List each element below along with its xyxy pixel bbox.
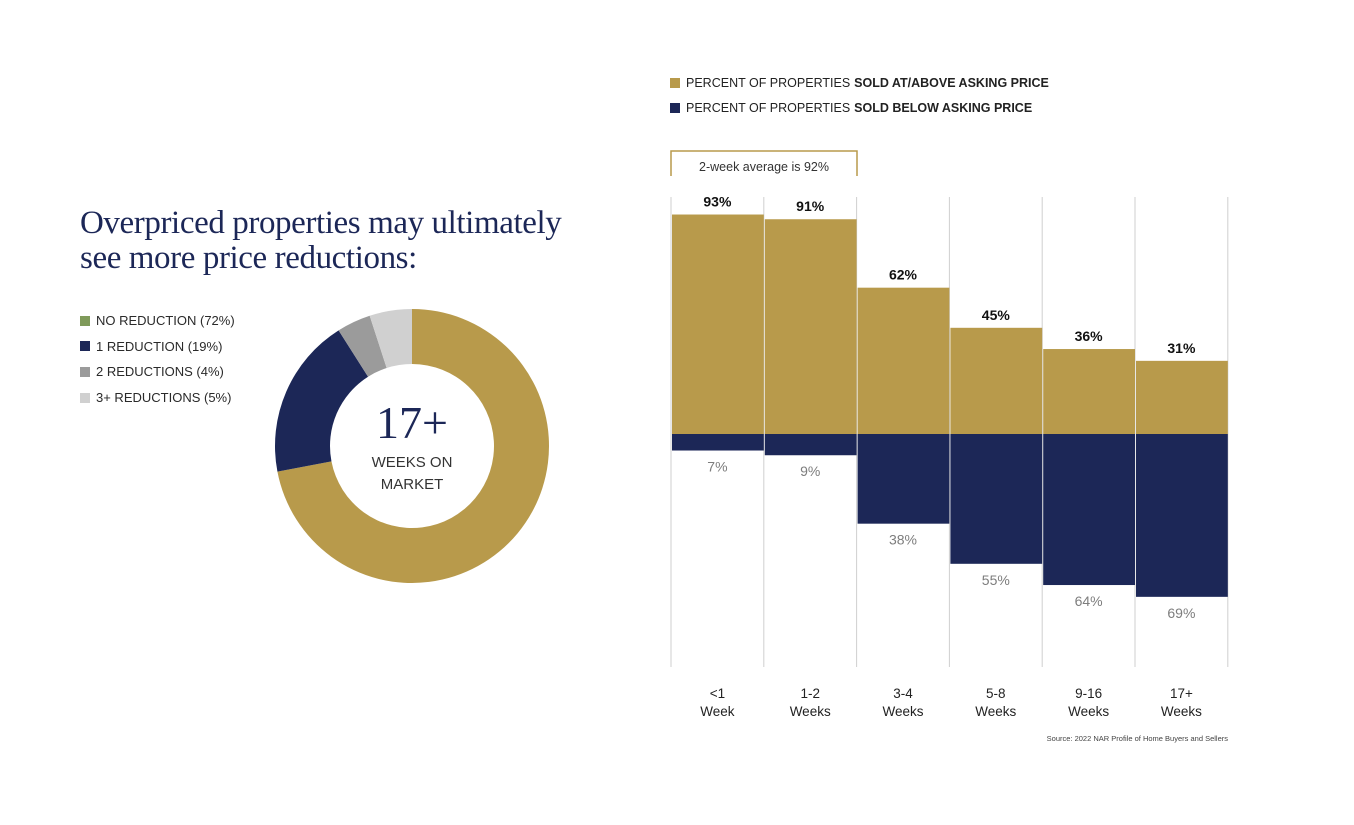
x-tick-label: 17+ — [1170, 686, 1193, 701]
bar-above-3 — [950, 327, 1043, 434]
bar-above-1 — [764, 219, 857, 434]
title-line-1: Overpriced properties may ultimately — [80, 205, 562, 241]
donut-center-line-1: WEEKS ON — [372, 454, 453, 471]
bar-below-3 — [950, 434, 1043, 564]
title-line-2: see more price reductions: — [80, 240, 417, 276]
donut-center-line-2: MARKET — [381, 476, 444, 493]
x-tick-label: Weeks — [882, 704, 923, 719]
chart-title: Overpriced properties may ultimately see… — [80, 206, 600, 276]
donut-slice-2 — [338, 315, 387, 377]
x-tick-label: Weeks — [790, 704, 831, 719]
legend-swatch-below — [670, 103, 680, 114]
x-tick-label: 1-2 — [800, 686, 820, 701]
value-label-below: 64% — [1075, 593, 1103, 609]
bar-below-1 — [764, 434, 857, 456]
value-label-below: 69% — [1167, 605, 1195, 621]
value-label-above: 36% — [1075, 328, 1104, 344]
value-label-above: 31% — [1167, 340, 1196, 356]
legend-swatch-2-reductions — [80, 366, 90, 377]
donut-chart: 17+ WEEKS ON MARKET — [275, 309, 549, 583]
bar-above-0 — [672, 214, 764, 434]
legend-above-prefix: PERCENT OF PROPERTIES — [686, 75, 851, 90]
donut-slice-1 — [275, 330, 369, 472]
bar-above-2 — [857, 287, 950, 434]
bar-labels: 93% 7% <1 Week 91% 9% 1-2 Weeks 62% 38% 3-4 Weeks 45… — [700, 194, 1202, 719]
donut-legend-label: 2 REDUCTIONS (4%) — [96, 364, 224, 380]
x-tick-label: Weeks — [1161, 704, 1202, 719]
legend-below-prefix: PERCENT OF PROPERTIES — [686, 101, 851, 116]
value-label-below: 38% — [889, 532, 917, 548]
annotation-bracket — [670, 150, 858, 176]
legend-swatch-above — [670, 77, 680, 88]
x-tick-label: <1 — [710, 686, 725, 701]
x-tick-label: Week — [700, 704, 735, 719]
donut-center-value: 17+ — [376, 397, 448, 448]
legend-swatch-1-reduction — [80, 341, 90, 352]
x-tick-label: 9-16 — [1075, 686, 1102, 701]
bar-above-5 — [1136, 360, 1228, 434]
donut-slice-3 — [369, 309, 412, 369]
x-tick-label: 5-8 — [986, 686, 1006, 701]
bar-below-0 — [672, 434, 764, 451]
legend-below-bold: SOLD BELOW ASKING PRICE — [854, 101, 1033, 116]
x-tick-label: 3-4 — [893, 686, 913, 701]
legend-swatch-3plus-reductions — [80, 392, 90, 403]
donut-legend-item-2-reductions: 2 REDUCTIONS (4%) — [80, 359, 235, 385]
donut-legend: NO REDUCTION (72%) 1 REDUCTION (19%) 2 R… — [80, 308, 235, 410]
value-label-below: 55% — [982, 572, 1010, 588]
value-label-below: 9% — [800, 463, 820, 479]
legend-swatch-no-reduction — [80, 315, 90, 326]
bar-below-5 — [1136, 434, 1228, 597]
bar-marks — [672, 214, 1228, 597]
value-label-below: 7% — [707, 459, 727, 475]
bar-below-2 — [857, 434, 950, 524]
bar-chart-legend: PERCENT OF PROPERTIES SOLD AT/ABOVE ASKI… — [670, 70, 1049, 121]
annotation-text: 2-week average is 92% — [699, 160, 829, 174]
legend-above-bold: SOLD AT/ABOVE ASKING PRICE — [854, 75, 1049, 90]
source-note: Source: 2022 NAR Profile of Home Buyers … — [1047, 734, 1229, 743]
value-label-above: 93% — [703, 194, 732, 210]
donut-legend-item-no-reduction: NO REDUCTION (72%) — [80, 308, 235, 334]
legend-item-below: PERCENT OF PROPERTIES SOLD BELOW ASKING … — [670, 96, 1049, 122]
x-tick-label: Weeks — [1068, 704, 1109, 719]
donut-legend-label: 3+ REDUCTIONS (5%) — [96, 390, 232, 406]
donut-legend-item-1-reduction: 1 REDUCTION (19%) — [80, 334, 235, 360]
legend-item-above: PERCENT OF PROPERTIES SOLD AT/ABOVE ASKI… — [670, 70, 1049, 96]
value-label-above: 45% — [982, 307, 1011, 323]
value-label-above: 91% — [796, 198, 825, 214]
bar-below-4 — [1043, 434, 1135, 586]
donut-legend-item-3plus-reductions: 3+ REDUCTIONS (5%) — [80, 385, 235, 411]
value-label-above: 62% — [889, 267, 918, 283]
donut-legend-label: NO REDUCTION (72%) — [96, 313, 235, 329]
x-tick-label: Weeks — [975, 704, 1016, 719]
donut-slice-0 — [277, 309, 549, 583]
bar-above-4 — [1043, 349, 1135, 434]
donut-legend-label: 1 REDUCTION (19%) — [96, 338, 223, 354]
